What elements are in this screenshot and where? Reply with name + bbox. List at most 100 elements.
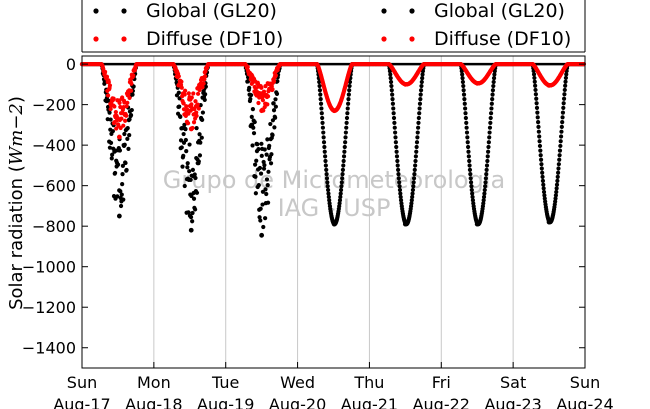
data-point bbox=[346, 92, 351, 97]
data-point bbox=[536, 129, 541, 134]
data-point bbox=[384, 62, 389, 67]
data-point bbox=[186, 91, 191, 96]
data-point bbox=[560, 120, 565, 125]
data-point bbox=[490, 92, 495, 97]
data-point bbox=[106, 80, 111, 85]
legend-marker bbox=[93, 36, 99, 42]
data-point bbox=[484, 163, 490, 168]
data-point bbox=[318, 101, 324, 106]
data-point bbox=[326, 191, 331, 196]
data-point bbox=[179, 145, 184, 150]
plot-frame bbox=[81, 55, 586, 369]
data-point bbox=[395, 163, 400, 168]
data-point bbox=[323, 158, 328, 164]
daily-minimum-point bbox=[331, 221, 337, 227]
data-point bbox=[119, 192, 124, 197]
daily-minimum-point bbox=[474, 80, 480, 86]
data-point bbox=[251, 125, 256, 130]
data-point bbox=[121, 197, 126, 202]
data-point bbox=[128, 113, 134, 118]
legend-label-diffuse-left: Diffuse (DF10) bbox=[146, 28, 283, 50]
data-point bbox=[273, 73, 278, 78]
data-point bbox=[179, 85, 184, 90]
data-point bbox=[390, 97, 395, 102]
data-point bbox=[539, 166, 544, 171]
data-point bbox=[490, 97, 495, 102]
data-point bbox=[121, 123, 126, 128]
data-point bbox=[395, 158, 400, 164]
data-point bbox=[122, 131, 127, 137]
data-point bbox=[124, 104, 129, 109]
data-point bbox=[130, 92, 135, 97]
data-point bbox=[259, 141, 264, 146]
data-point bbox=[267, 143, 272, 148]
data-point bbox=[322, 144, 327, 150]
data-point bbox=[414, 144, 419, 150]
data-point bbox=[341, 154, 347, 159]
data-point bbox=[531, 72, 537, 77]
data-point bbox=[317, 88, 323, 93]
watermark-line-1: Grupo de Micrometeorologia bbox=[163, 166, 505, 194]
data-point bbox=[413, 163, 418, 168]
data-point bbox=[258, 171, 264, 176]
data-point bbox=[347, 83, 352, 89]
data-point bbox=[193, 175, 198, 181]
data-point bbox=[125, 136, 130, 141]
data-point bbox=[200, 85, 205, 90]
data-point bbox=[250, 107, 255, 112]
data-point bbox=[561, 96, 567, 101]
data-point bbox=[417, 111, 422, 116]
daily-minimum-point bbox=[188, 227, 194, 233]
data-point bbox=[199, 135, 204, 140]
data-point bbox=[394, 144, 399, 150]
data-point bbox=[268, 121, 273, 127]
data-point bbox=[178, 138, 184, 143]
data-point bbox=[196, 106, 201, 111]
series-layer bbox=[79, 62, 586, 238]
data-point bbox=[561, 105, 566, 110]
data-point bbox=[398, 191, 403, 196]
data-point bbox=[183, 88, 188, 93]
data-point bbox=[325, 180, 330, 185]
legend: Global (GL20) Diffuse (DF10) Global (GL2… bbox=[81, 0, 586, 53]
data-point bbox=[341, 158, 346, 164]
data-point bbox=[271, 108, 277, 113]
data-point bbox=[260, 202, 265, 207]
data-point bbox=[413, 154, 418, 159]
data-point bbox=[256, 182, 261, 188]
data-point bbox=[261, 159, 266, 165]
data-point bbox=[264, 191, 269, 197]
data-point bbox=[259, 153, 264, 158]
data-point bbox=[416, 120, 421, 125]
data-point bbox=[262, 147, 267, 152]
data-point bbox=[188, 177, 193, 182]
legend-marker bbox=[409, 8, 415, 14]
x-tick-label-date: Aug-24 bbox=[556, 395, 613, 409]
data-point bbox=[413, 158, 418, 164]
data-point bbox=[191, 196, 197, 201]
data-point bbox=[465, 140, 470, 145]
x-tick-label-date: Aug-21 bbox=[341, 395, 398, 409]
x-tick-label-date: Aug-18 bbox=[125, 395, 182, 409]
data-point bbox=[346, 97, 351, 102]
legend-marker bbox=[93, 8, 99, 14]
data-point bbox=[346, 101, 351, 106]
data-point bbox=[203, 74, 208, 79]
data-point bbox=[193, 207, 198, 212]
data-point bbox=[264, 152, 269, 157]
data-point bbox=[420, 76, 425, 81]
data-point bbox=[195, 102, 200, 107]
data-point bbox=[110, 129, 115, 134]
data-point bbox=[397, 180, 402, 185]
legend-label-global-left: Global (GL20) bbox=[146, 0, 277, 22]
daily-minimum-point bbox=[259, 232, 265, 238]
data-point bbox=[344, 120, 349, 125]
data-point bbox=[264, 177, 270, 182]
data-point bbox=[465, 135, 470, 140]
y-tick-label: −1400 bbox=[22, 339, 76, 358]
y-tick-label: −600 bbox=[32, 177, 76, 196]
data-point bbox=[492, 72, 497, 77]
data-point bbox=[560, 110, 566, 115]
data-point bbox=[468, 172, 473, 177]
data-point bbox=[560, 115, 565, 120]
